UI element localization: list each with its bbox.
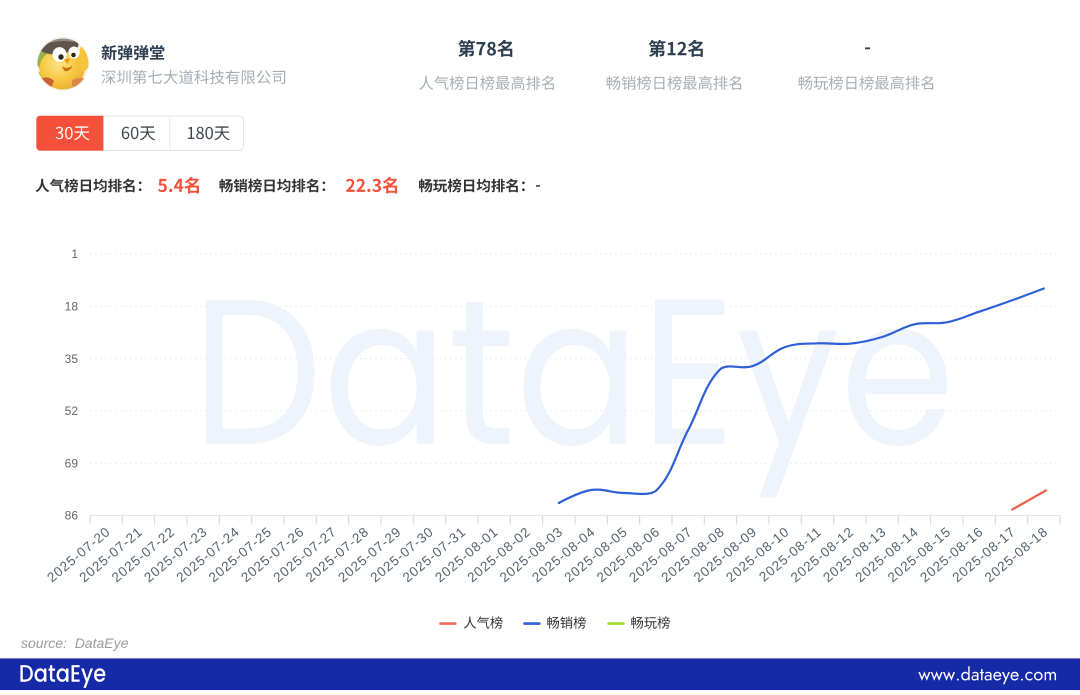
svg-text:52: 52 — [65, 404, 79, 418]
svg-text:1: 1 — [71, 247, 78, 261]
svg-text:35: 35 — [65, 352, 79, 366]
svg-text:69: 69 — [65, 456, 79, 470]
svg-text:86: 86 — [65, 509, 79, 523]
svg-text:source: DataEye: source: DataEye — [21, 635, 129, 651]
svg-text:18: 18 — [65, 300, 79, 314]
